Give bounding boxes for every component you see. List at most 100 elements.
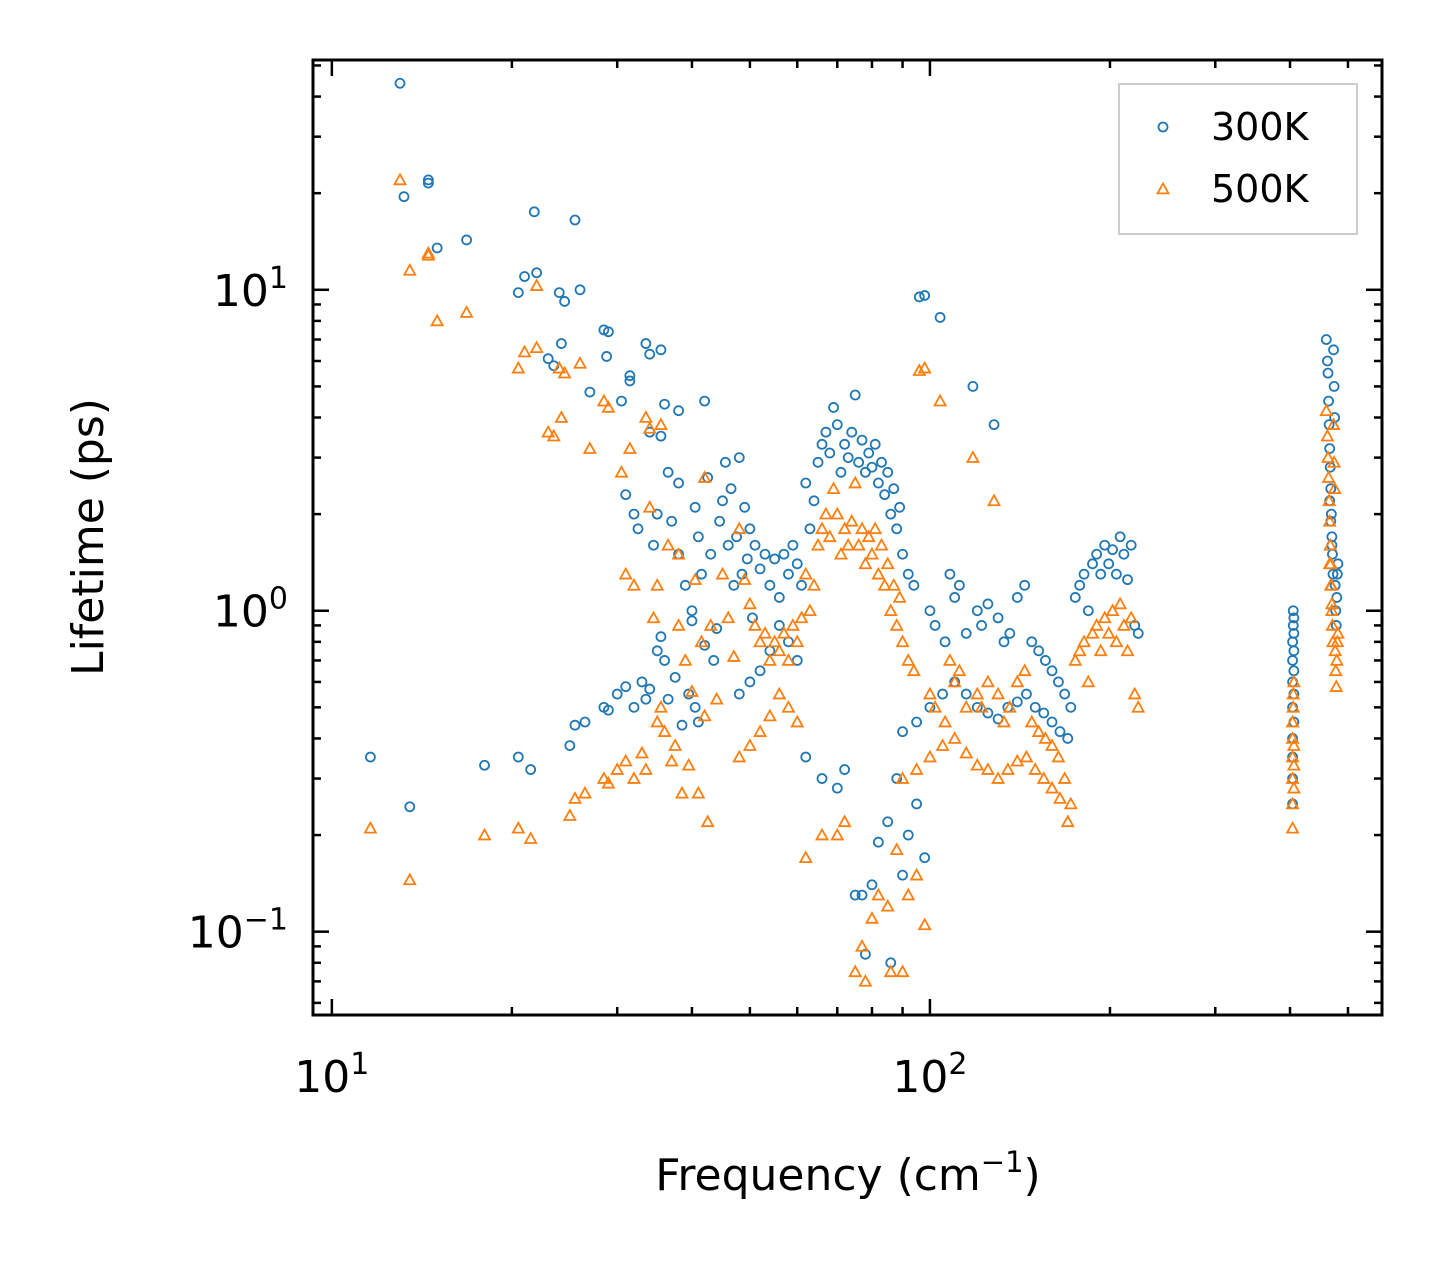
point-300K — [783, 568, 794, 580]
point-300K — [1110, 568, 1122, 580]
point-500K — [753, 634, 768, 648]
point-300K — [824, 447, 836, 459]
legend-label-300K: 300K — [1211, 105, 1310, 149]
point-500K — [1010, 753, 1025, 767]
legend-marker-300K — [1157, 121, 1169, 133]
point-500K — [844, 513, 859, 527]
point-500K — [732, 521, 747, 535]
point-300K — [1328, 344, 1339, 356]
point-300K — [872, 836, 884, 848]
point-500K — [917, 917, 932, 931]
point-500K — [833, 546, 848, 560]
point-300K — [872, 477, 884, 489]
point-300K — [1122, 574, 1133, 586]
point-300K — [853, 456, 865, 468]
point-500K — [742, 596, 757, 610]
point-300K — [1324, 443, 1336, 455]
point-500K — [1320, 428, 1335, 442]
point-500K — [1089, 618, 1104, 631]
point-300K — [911, 716, 923, 728]
point-500K — [790, 634, 805, 648]
point-500K — [1285, 796, 1300, 810]
point-500K — [892, 590, 907, 603]
point-300K — [1011, 696, 1023, 708]
point-300K — [686, 615, 698, 627]
point-300K — [1091, 548, 1103, 560]
point-300K — [939, 636, 951, 648]
point-300K — [559, 296, 571, 307]
point-300K — [769, 553, 781, 565]
point-500K — [1325, 618, 1340, 631]
point-500K — [1052, 791, 1068, 804]
point-300K — [1287, 605, 1299, 617]
point-500K — [1319, 403, 1334, 417]
point-500K — [928, 699, 943, 713]
point-500K — [841, 537, 856, 551]
point-500K — [709, 691, 724, 705]
point-500K — [965, 450, 980, 463]
point-500K — [757, 626, 773, 639]
point-300K — [644, 348, 656, 360]
point-300K — [960, 627, 972, 639]
point-500K — [874, 537, 889, 551]
point-500K — [883, 603, 898, 617]
point-500K — [715, 566, 730, 580]
point-500K — [610, 762, 625, 775]
y-tick-label: 100 — [213, 582, 288, 638]
point-500K — [790, 714, 805, 728]
point-500K — [1068, 653, 1083, 666]
point-300K — [839, 764, 851, 775]
point-300K — [856, 434, 868, 446]
y-axis-label: Lifetime (ps) — [63, 398, 114, 676]
point-300K — [1011, 592, 1023, 603]
point-300K — [831, 782, 843, 794]
point-300K — [602, 326, 614, 338]
point-500K — [1322, 556, 1337, 570]
point-500K — [826, 481, 841, 495]
point-500K — [392, 172, 408, 186]
point-300K — [553, 287, 565, 299]
point-300K — [812, 456, 824, 468]
point-500K — [661, 537, 676, 551]
point-500K — [622, 441, 637, 454]
point-300K — [398, 191, 410, 203]
point-300K — [856, 889, 868, 901]
point-300K — [666, 515, 678, 527]
point-300K — [708, 655, 720, 666]
point-500K — [650, 577, 665, 591]
point-300K — [620, 681, 632, 693]
point-300K — [644, 683, 656, 695]
point-300K — [632, 523, 644, 535]
point-500K — [601, 775, 616, 789]
point-500K — [837, 521, 852, 535]
legend: 300K 500K — [1118, 83, 1358, 235]
point-500K — [1286, 738, 1301, 751]
point-300K — [828, 402, 839, 413]
point-300K — [960, 688, 972, 700]
point-300K — [744, 676, 756, 688]
point-300K — [512, 287, 524, 299]
point-300K — [929, 620, 941, 631]
point-300K — [778, 548, 790, 560]
point-500K — [980, 762, 995, 775]
point-300K — [725, 483, 737, 495]
point-500K — [1285, 820, 1300, 834]
point-300K — [1099, 539, 1111, 551]
point-500K — [1322, 493, 1337, 507]
point-500K — [653, 417, 668, 430]
point-500K — [1120, 643, 1135, 657]
point-500K — [1324, 603, 1339, 617]
point-300K — [897, 726, 908, 738]
point-500K — [1024, 714, 1039, 728]
point-300K — [876, 456, 887, 468]
point-500K — [517, 344, 532, 358]
point-300K — [528, 206, 540, 218]
y-tick-label: 101 — [213, 261, 288, 317]
point-500K — [1328, 663, 1343, 677]
point-300K — [835, 466, 847, 478]
point-300K — [885, 508, 897, 520]
point-300K — [988, 419, 1000, 431]
point-300K — [569, 719, 581, 731]
point-500K — [1057, 771, 1072, 784]
point-300K — [800, 477, 812, 489]
